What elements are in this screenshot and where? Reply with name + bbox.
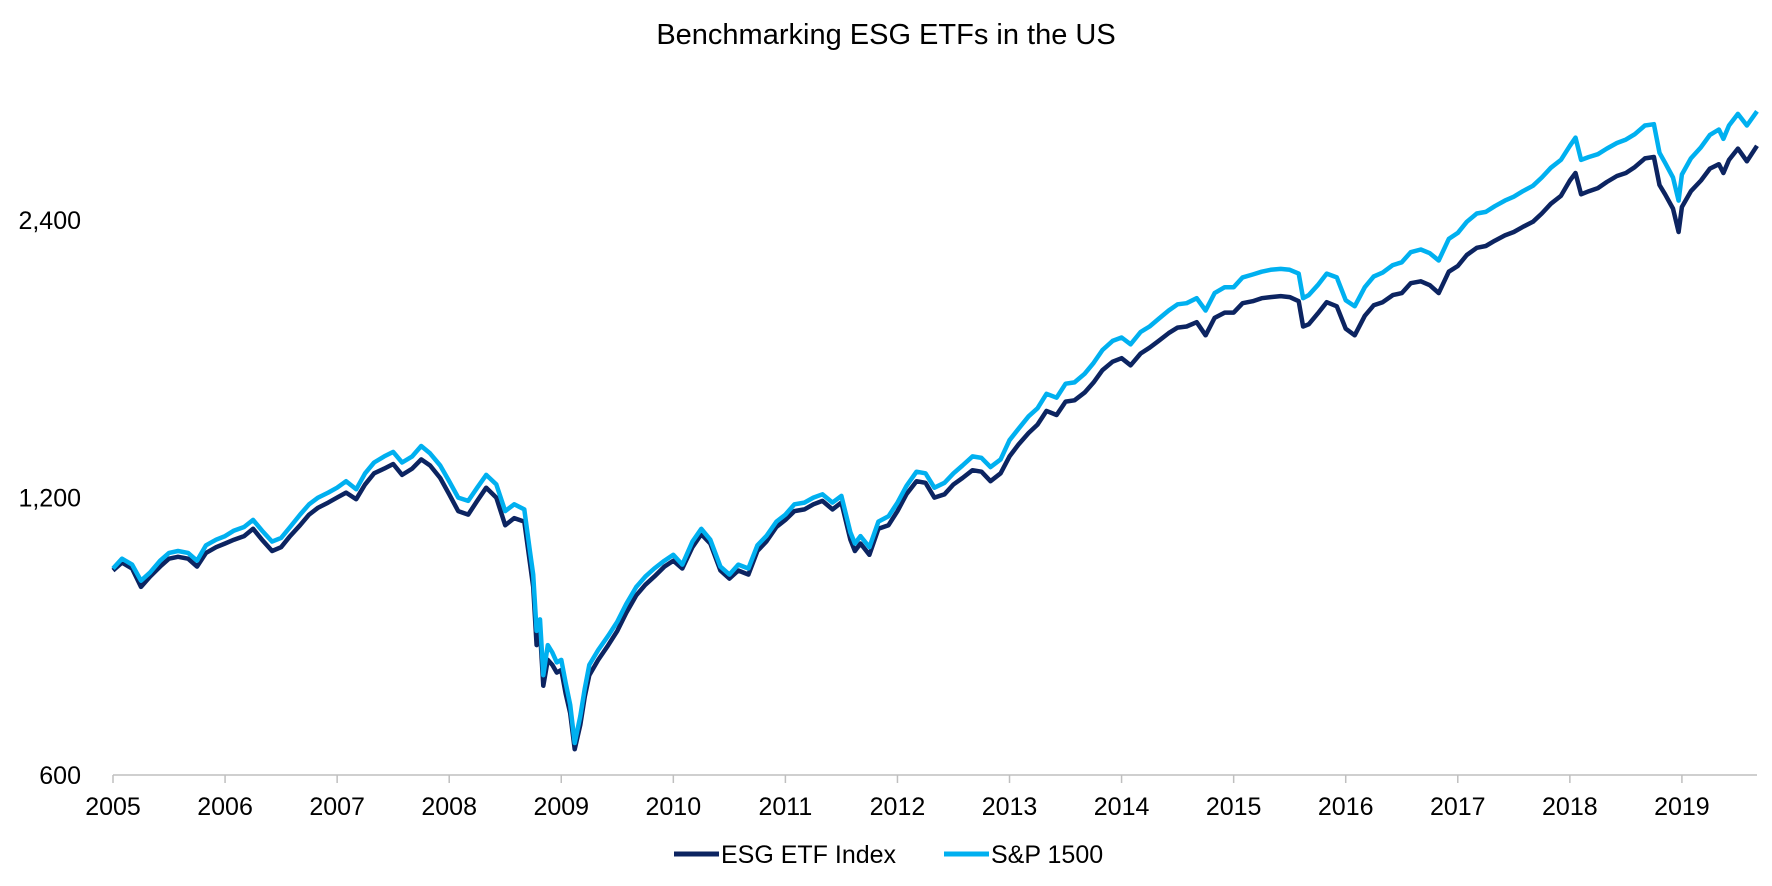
series-line-0 (111, 144, 1759, 752)
x-tick-label: 2013 (982, 793, 1038, 821)
x-tick-label: 2016 (1318, 793, 1374, 821)
x-tick-label: 2017 (1430, 793, 1486, 821)
x-tick-label: 2014 (1094, 793, 1150, 821)
x-tick-label: 2008 (421, 793, 477, 821)
legend: ESG ETF Index S&P 1500 (674, 841, 1103, 869)
x-tick-label: 2009 (533, 793, 589, 821)
legend-label-1: S&P 1500 (991, 841, 1103, 869)
x-tick-label: 2018 (1542, 793, 1598, 821)
y-tick-label: 1,200 (18, 485, 81, 513)
legend-label-0: ESG ETF Index (721, 841, 897, 869)
x-tick-label: 2010 (646, 793, 702, 821)
x-tick-label: 2007 (309, 793, 365, 821)
x-tick-label: 2005 (85, 793, 141, 821)
x-tick-label: 2011 (759, 793, 813, 821)
y-tick-label: 2,400 (18, 207, 81, 235)
x-tick-label: 2012 (870, 793, 926, 821)
series-lines (111, 109, 1759, 752)
y-axis-ticks: 600 1,200 2,400 (18, 207, 81, 790)
chart-title: Benchmarking ESG ETFs in the US (656, 19, 1115, 51)
series-line-1 (111, 109, 1759, 746)
y-tick-label: 600 (39, 762, 81, 790)
x-tick-label: 2019 (1654, 793, 1710, 821)
x-axis-ticks: 2005 2006 2007 2008 2009 2010 2011 2012 2013 2014… (85, 775, 1710, 821)
x-tick-label: 2015 (1206, 793, 1262, 821)
x-tick-label: 2006 (197, 793, 253, 821)
